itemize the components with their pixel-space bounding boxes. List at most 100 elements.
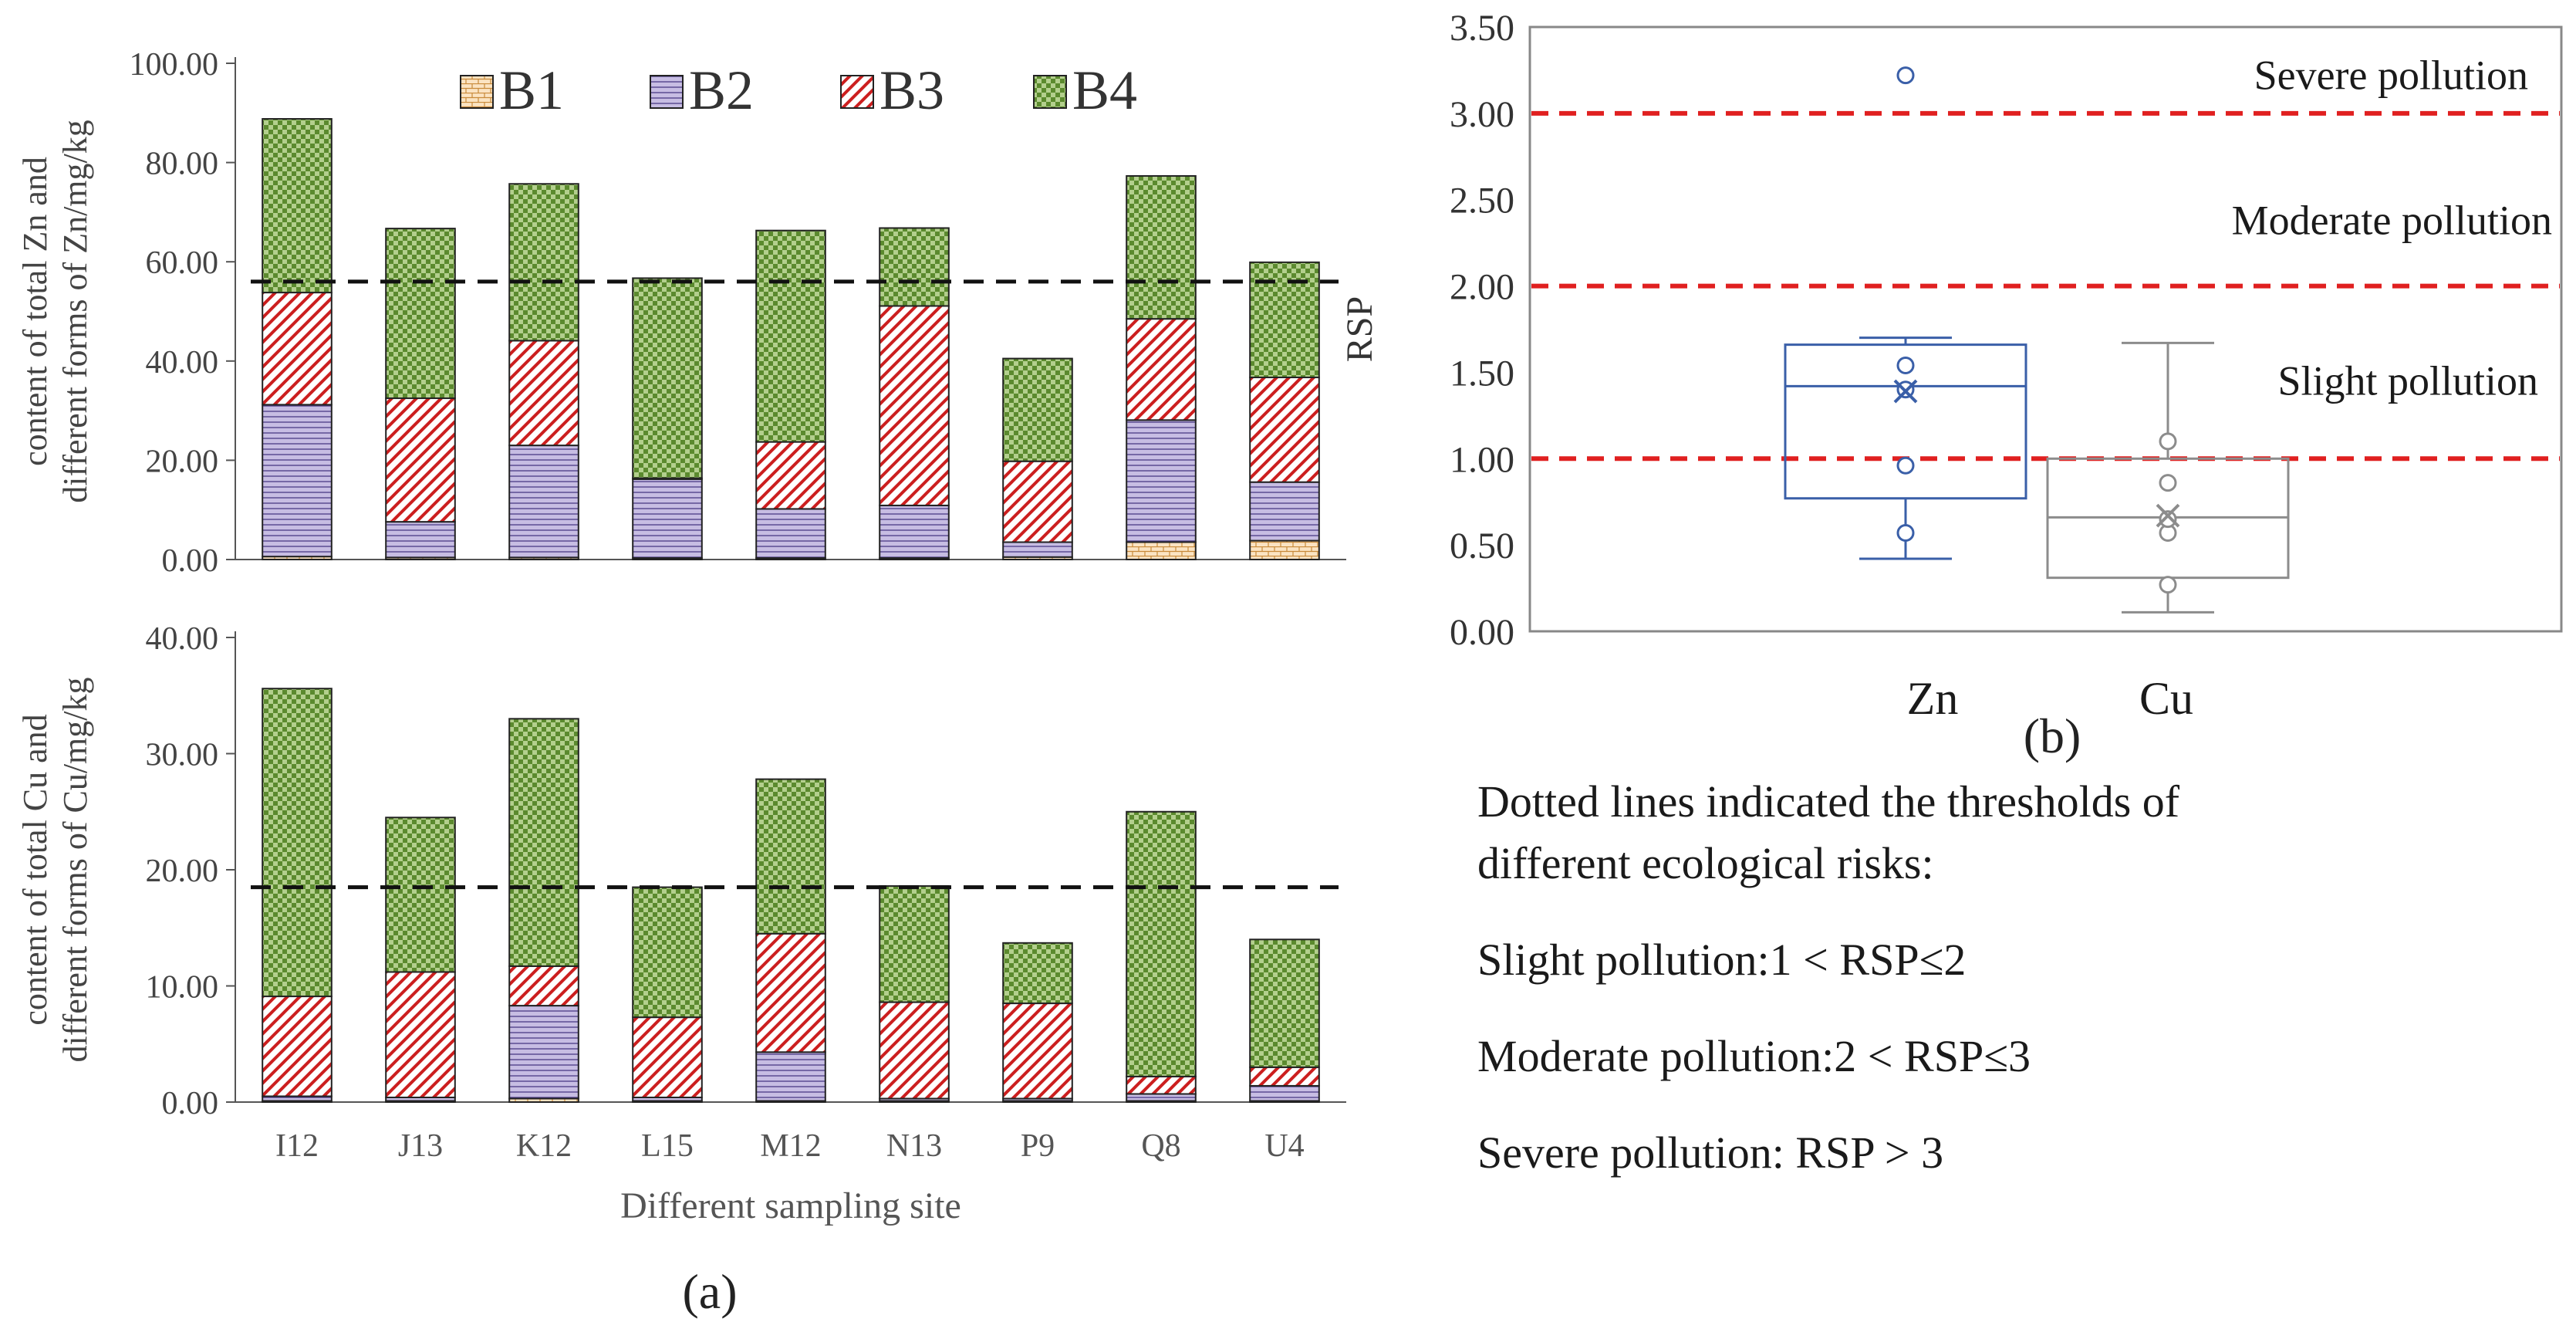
y-tick-label: 100.00 [130,47,219,83]
y-tick-label: 3.00 [1450,94,1514,135]
y-tick-label: 20.00 [146,854,219,889]
bar-segment-b2 [385,521,456,559]
note-severe: Severe pollution: RSP > 3 [1477,1128,1944,1178]
note-line-1: Dotted lines indicated the thresholds of [1477,776,2180,827]
y-axis-title: RSP [1339,296,1380,362]
data-point [1896,456,1915,475]
bar-segment-b2 [1249,481,1320,542]
bar-segment-b3 [755,441,826,510]
bar-segment-b3 [1126,1075,1197,1095]
y-axis-title: content of total Zn anddifferent forms o… [16,120,94,503]
legend-swatch-b2 [650,75,684,109]
bar-segment-b2 [755,1051,826,1102]
y-tick-label: 1.50 [1450,353,1514,394]
bar-segment-b3 [879,1001,950,1100]
bar-segment-b4 [262,688,333,998]
bar-segment-b3 [385,971,456,1098]
y-tick-label: 60.00 [146,245,219,281]
bar-segment-b2 [1126,1093,1197,1102]
x-tick-label: U4 [1264,1128,1304,1164]
bar-segment-b4 [1002,357,1073,462]
box-cu [2046,341,2290,614]
bar-segment-b1 [1249,539,1320,560]
zn-bar-chart: 0.00 20.00 40.00 60.00 80.00 100.00 content of… [16,47,1346,579]
bar-segment-b3 [508,965,579,1007]
iqr-box [1784,343,2027,500]
y-tick-label: 80.00 [146,147,219,182]
bar-segment-b2 [879,504,950,560]
mean-marker [2156,503,2180,528]
bar-segment-b3 [385,397,456,523]
bar-segment-b4 [1249,938,1320,1068]
y-tick-label: 20.00 [146,444,219,479]
bar-segment-b4 [262,118,333,294]
box-zn [1784,66,2027,560]
y-axis-title-line2: different forms of Cu/mg/kg [56,678,94,1063]
bar-segment-b4 [1002,942,1073,1005]
legend-label-b1: B1 [499,59,564,121]
note-slight: Slight pollution:1 < RSP≤2 [1477,935,1967,985]
bar-segment-b3 [1249,1066,1320,1087]
y-tick-label: 0.00 [162,543,219,579]
y-axis-title-line1: content of total Zn and [16,157,54,466]
bar-segment-b4 [508,183,579,342]
bar-segment-b4 [385,817,456,973]
bar-segment-b2 [1126,419,1197,543]
y-axis-title-line2: different forms of Zn/mg/kg [56,120,94,503]
data-point [2159,510,2177,529]
x-tick-label: M12 [760,1128,821,1164]
bar-segment-b1 [1126,541,1197,560]
data-point [1896,356,1915,374]
y-tick-label: 40.00 [146,345,219,380]
note-line-2: different ecological risks: [1477,838,1934,888]
x-tick-label: Cu [2139,673,2193,724]
bar-segment-b2 [1002,541,1073,558]
data-point [2159,474,2177,492]
bar-segment-b2 [632,478,703,560]
legend-label-b2: B2 [689,59,754,121]
y-axis-title-line1: content of total Cu and [16,714,54,1025]
bar-segment-b2 [755,508,826,560]
bar-segment-b3 [1249,377,1320,483]
bar-segment-b4 [1126,174,1197,320]
y-tick-label: 0.00 [1450,612,1514,653]
panel-a-label: (a) [682,1264,737,1319]
note-moderate: Moderate pollution:2 < RSP≤3 [1477,1031,2031,1081]
legend-swatch-b4 [1033,75,1067,109]
bar-segment-b4 [632,277,703,479]
bar-segment-b3 [262,996,333,1097]
legend-label-b3: B3 [879,59,944,121]
x-tick-label: P9 [1021,1128,1055,1164]
legend-label-b4: B4 [1072,59,1137,121]
zone-label: Slight pollution [2277,358,2538,404]
x-tick-label: J13 [398,1128,443,1164]
y-axis-title: content of total Cu anddifferent forms o… [16,678,94,1063]
mean-marker [1893,379,1918,404]
data-point [2159,576,2177,594]
zone-label: Moderate pollution [2232,198,2552,244]
bar-segment-b4 [632,886,703,1019]
bar-segment-b3 [755,932,826,1053]
y-tick-label: 30.00 [146,738,219,773]
bar-segment-b3 [508,340,579,447]
bar-segment-b4 [508,718,579,967]
x-tick-label: N13 [886,1128,942,1164]
legend: B1 B2 B3 B4 [460,59,1137,121]
data-point [1896,523,1915,542]
plot-frame [1528,25,2563,633]
legend-swatch-b3 [840,75,874,109]
bar-segment-b3 [1002,1003,1073,1100]
x-tick-label: K12 [516,1128,572,1164]
bar-segment-b4 [1249,261,1320,379]
panel-b-label: (b) [2024,708,2081,763]
y-tick-label: 1.00 [1450,439,1514,480]
bar-segment-b4 [755,778,826,935]
bar-segment-b3 [879,305,950,506]
y-tick-label: 2.00 [1450,267,1514,308]
y-tick-label: 40.00 [146,621,219,657]
x-axis-title: Different sampling site [620,1185,961,1226]
x-tick-label: I12 [275,1128,319,1164]
bar-segment-b3 [632,1016,703,1098]
bar-segment-b2 [508,445,579,559]
